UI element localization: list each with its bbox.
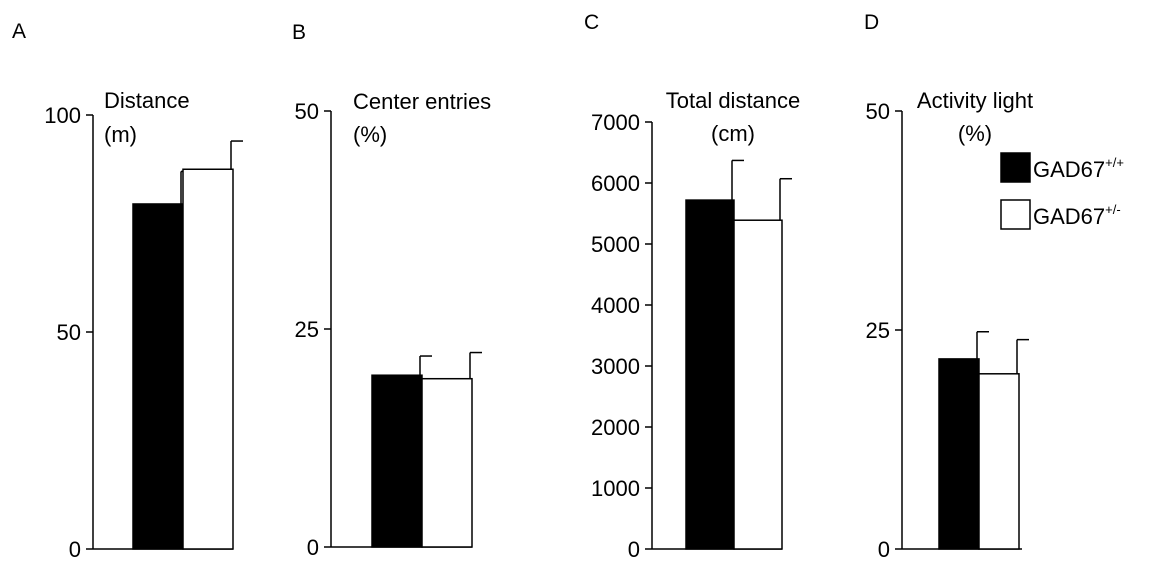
y-tick-label-b-25: 25	[295, 317, 319, 342]
bar-d-series-2	[978, 373, 1020, 550]
panel-letter-c: C	[584, 11, 599, 34]
y-axis-label-c-line1: Total distance	[666, 88, 801, 113]
panel-letter-b: B	[292, 21, 306, 44]
bar-d-series-1	[938, 358, 980, 550]
y-tick-label-c-5000: 5000	[591, 232, 640, 257]
y-tick-label-c-2000: 2000	[591, 415, 640, 440]
y-axis-label-a-line2: (m)	[104, 122, 137, 147]
y-axis-label-b-line1: Center entries	[353, 89, 491, 114]
y-tick-label-d-25: 25	[866, 318, 890, 343]
panel-letter-d: D	[864, 11, 879, 34]
legend-label-1: GAD67+/+	[1033, 155, 1124, 182]
y-tick-label-b-0: 0	[307, 535, 319, 560]
bar-c-series-2	[733, 219, 783, 550]
legend-swatch-1	[1000, 152, 1031, 183]
bar-a-series-1	[132, 203, 184, 550]
y-tick-label-a-0: 0	[69, 537, 81, 562]
y-axis-label-d-line2: (%)	[958, 121, 992, 146]
bar-b-series-2	[421, 377, 473, 548]
legend-label-2: GAD67+/-	[1033, 202, 1121, 229]
y-axis-label-c-line2: (cm)	[711, 121, 755, 146]
y-tick-label-c-3000: 3000	[591, 354, 640, 379]
y-tick-label-a-50: 50	[57, 320, 81, 345]
y-axis-label-a-line1: Distance	[104, 88, 190, 113]
y-tick-label-d-0: 0	[878, 537, 890, 562]
legend-label-base-1: GAD67	[1033, 157, 1105, 182]
legend-label-superscript-2: +/-	[1105, 202, 1121, 217]
bar-c-series-1	[685, 199, 735, 550]
y-tick-label-b-50: 50	[295, 99, 319, 124]
legend-swatch-2	[1000, 199, 1031, 230]
legend-label-superscript-1: +/+	[1105, 155, 1124, 170]
bar-a-series-2	[182, 168, 234, 550]
bar-b-series-1	[371, 374, 423, 548]
y-tick-label-c-0: 0	[628, 537, 640, 562]
y-tick-label-c-4000: 4000	[591, 293, 640, 318]
y-axis-label-b-line2: (%)	[353, 122, 387, 147]
panel-letter-a: A	[12, 20, 26, 43]
legend-label-base-2: GAD67	[1033, 204, 1105, 229]
y-tick-label-c-1000: 1000	[591, 476, 640, 501]
y-tick-label-a-100: 100	[44, 103, 81, 128]
y-tick-label-d-50: 50	[866, 99, 890, 124]
y-axis-label-d-line1: Activity light	[917, 88, 1033, 113]
y-tick-label-c-6000: 6000	[591, 171, 640, 196]
y-tick-label-c-7000: 7000	[591, 110, 640, 135]
